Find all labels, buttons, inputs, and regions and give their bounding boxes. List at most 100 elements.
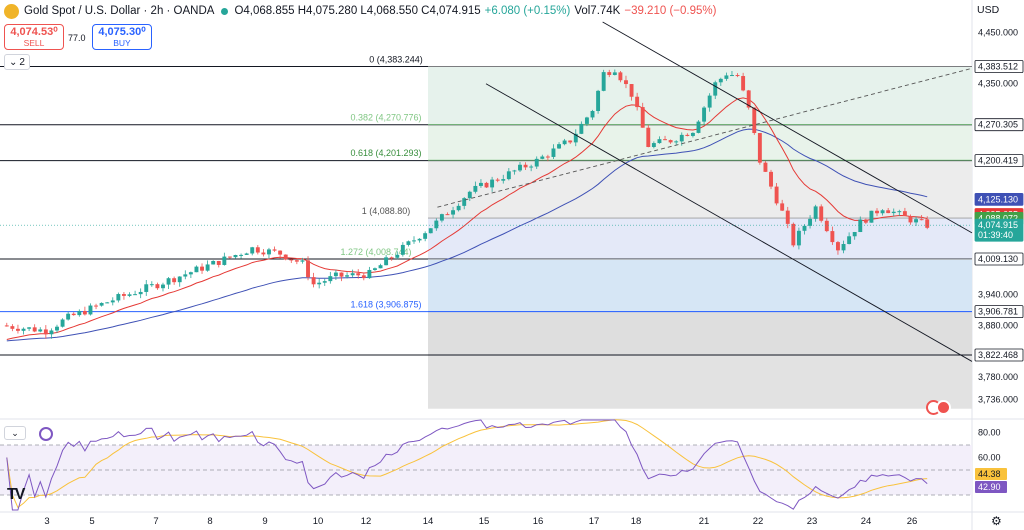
candle-body [808,218,813,226]
candle-body [785,210,790,224]
sell-label: SELL [23,38,45,48]
candle-body [233,254,238,258]
candle-body [417,238,422,241]
candle-body [914,219,919,223]
market-status-icon [221,7,229,15]
candle-body [60,319,65,327]
candle-body [166,278,171,285]
candle-body [696,121,701,133]
rsi-ma-value-label: 42.90 [975,481,1007,493]
price-tick-label: 3,736.000 [978,394,1018,404]
candle-body [757,133,762,163]
time-tick-label: 9 [262,516,267,527]
candle [830,226,835,245]
candle [239,253,244,259]
candle [138,288,143,299]
candle-body [774,186,779,204]
candle [467,190,472,202]
fib-label: 0 (4,383.244) [369,55,423,65]
buy-label: BUY [113,38,131,48]
candle [384,254,389,266]
candle [216,260,221,268]
candle [400,242,405,257]
candle [663,135,667,141]
price-label-level: 3,822.468 [974,348,1024,362]
candle-body [222,256,227,265]
candle [177,276,182,287]
gear-icon[interactable]: ⚙ [991,514,1002,528]
candle [88,303,93,316]
alert-icons[interactable] [926,400,952,416]
candle-body [880,210,885,214]
candle-body [618,72,623,81]
oscillator-collapse-button[interactable]: ⌄ [4,426,26,440]
rsi-ma-line [6,419,928,509]
candle-body [283,254,288,260]
tradingview-logo[interactable]: TV [7,486,26,503]
buy-button[interactable]: 4,075.30⁰ BUY [92,24,152,50]
candle [434,218,439,231]
trendline [602,21,973,234]
candle-body [584,117,589,124]
candle-body [473,185,478,192]
candle [439,213,444,223]
candle [875,208,879,217]
candle [880,209,885,216]
candle-body [467,191,472,199]
candle-body [155,284,160,289]
currency-selector[interactable]: USD [977,4,1000,16]
candle-body [328,276,333,282]
candle [278,250,283,259]
rsi-ma-value-text: 42.90 [978,482,1001,492]
candle-body [439,214,444,221]
candle [110,297,115,306]
candle [328,271,333,284]
candle-body [400,244,405,255]
ema-slow-line [6,128,928,342]
candle [66,311,71,321]
candle-body [294,260,299,262]
candle [149,281,154,287]
price-tick-label: 4,450.000 [978,27,1018,37]
time-tick-label: 18 [631,516,642,527]
candle [211,260,216,265]
candle [317,278,322,289]
candle [495,177,500,183]
sell-price: 4,074.53⁰ [10,26,58,38]
fib-zone [428,356,972,409]
oscillator-settings-icon[interactable] [39,427,53,441]
candle-body [724,75,729,79]
gold-symbol-icon [4,3,19,19]
candle-body [339,272,344,277]
price-label-box [974,305,1024,319]
fib-zone [428,218,972,260]
candle-body [506,171,511,180]
symbol-title[interactable]: Gold Spot / U.S. Dollar · 2h · OANDA [24,5,215,17]
candle [819,204,824,223]
candle-body [802,225,807,231]
candle [730,71,734,77]
candle-body [395,254,400,258]
sell-button[interactable]: 4,074.53⁰ SELL [4,24,64,50]
candle-body [462,198,467,206]
candle-body [908,216,913,223]
candle [925,216,930,230]
flag-alert-icon[interactable] [936,400,951,415]
candle-body [434,220,439,229]
candle [127,292,132,298]
indicator-collapse-button[interactable]: ⌄ 2 [4,54,30,70]
price-tick-label: 3,940.000 [978,290,1018,300]
candle [713,80,718,100]
candle [423,231,428,242]
price-label-box [974,252,1024,266]
rsi-value-label: 44.38 [975,468,1007,480]
candle [590,109,595,120]
candle-body [902,211,907,217]
candle-body [149,284,154,286]
candle [891,208,896,217]
candle-body [707,95,712,108]
candle [311,272,316,288]
candle [55,324,59,334]
candle-body [690,132,695,136]
